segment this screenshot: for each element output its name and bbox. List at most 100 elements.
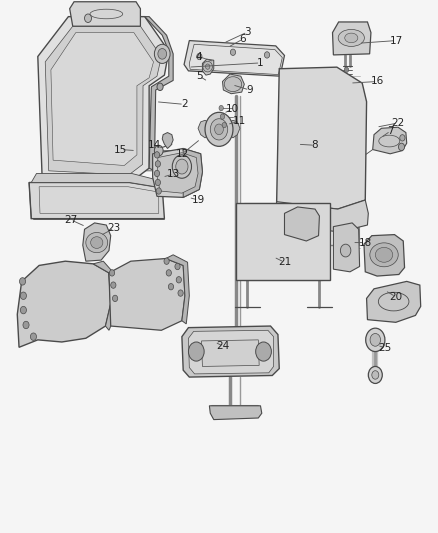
Polygon shape	[198, 120, 212, 138]
Polygon shape	[66, 151, 171, 171]
Circle shape	[154, 44, 170, 63]
Polygon shape	[70, 2, 141, 26]
Polygon shape	[31, 173, 163, 188]
Circle shape	[155, 179, 160, 185]
Ellipse shape	[345, 33, 358, 43]
Ellipse shape	[224, 77, 242, 92]
Text: 5: 5	[196, 71, 203, 81]
Text: 11: 11	[233, 116, 246, 126]
Polygon shape	[182, 326, 279, 377]
Circle shape	[176, 277, 181, 283]
Circle shape	[154, 170, 159, 176]
Text: 4: 4	[195, 52, 202, 61]
Polygon shape	[152, 149, 202, 197]
Polygon shape	[157, 153, 198, 193]
Text: 8: 8	[312, 140, 318, 150]
Circle shape	[23, 321, 29, 329]
Polygon shape	[333, 223, 360, 272]
Polygon shape	[202, 59, 214, 75]
Circle shape	[210, 119, 228, 140]
Circle shape	[188, 342, 204, 361]
Circle shape	[175, 263, 180, 270]
Circle shape	[156, 188, 161, 194]
Circle shape	[158, 49, 166, 59]
Polygon shape	[189, 44, 283, 75]
Text: 12: 12	[176, 149, 189, 159]
Text: 2: 2	[181, 99, 187, 109]
Text: 23: 23	[108, 223, 121, 233]
Polygon shape	[183, 149, 202, 197]
Circle shape	[220, 114, 225, 119]
Circle shape	[400, 135, 405, 141]
Polygon shape	[237, 203, 330, 280]
Polygon shape	[93, 261, 118, 330]
Text: 18: 18	[359, 238, 372, 247]
Circle shape	[344, 67, 349, 72]
Circle shape	[85, 14, 92, 22]
Polygon shape	[277, 200, 368, 232]
Circle shape	[154, 146, 163, 156]
Ellipse shape	[91, 237, 103, 248]
Text: 7: 7	[387, 126, 394, 136]
Ellipse shape	[338, 29, 364, 46]
Circle shape	[230, 49, 236, 55]
Ellipse shape	[370, 243, 398, 266]
Circle shape	[19, 278, 25, 285]
Circle shape	[113, 295, 118, 302]
Polygon shape	[166, 255, 189, 324]
Text: 13: 13	[167, 169, 180, 179]
Circle shape	[222, 123, 226, 128]
Text: 15: 15	[114, 144, 127, 155]
Text: 19: 19	[192, 195, 205, 205]
Ellipse shape	[205, 64, 210, 69]
Polygon shape	[209, 406, 262, 419]
Ellipse shape	[86, 232, 108, 253]
Ellipse shape	[203, 61, 212, 72]
Circle shape	[110, 270, 115, 276]
Polygon shape	[201, 340, 259, 367]
Circle shape	[399, 143, 405, 151]
Text: 3: 3	[244, 27, 251, 37]
Circle shape	[366, 328, 385, 352]
Polygon shape	[188, 330, 274, 374]
Text: 9: 9	[246, 85, 253, 95]
Circle shape	[215, 124, 223, 135]
Circle shape	[197, 53, 202, 60]
Polygon shape	[145, 17, 173, 171]
Circle shape	[178, 290, 183, 296]
Polygon shape	[17, 261, 111, 348]
Circle shape	[372, 370, 379, 379]
Text: 20: 20	[389, 292, 403, 302]
Circle shape	[176, 159, 188, 174]
Text: 25: 25	[378, 343, 392, 353]
Polygon shape	[364, 235, 405, 276]
Polygon shape	[51, 33, 153, 165]
Circle shape	[166, 270, 171, 276]
Polygon shape	[162, 133, 173, 149]
Text: 16: 16	[371, 77, 384, 86]
Text: 22: 22	[392, 118, 405, 128]
Polygon shape	[226, 120, 240, 138]
Polygon shape	[83, 223, 111, 261]
Ellipse shape	[375, 247, 393, 262]
Polygon shape	[45, 26, 161, 175]
Circle shape	[154, 152, 159, 158]
Circle shape	[172, 155, 191, 178]
Circle shape	[20, 306, 26, 314]
Circle shape	[30, 333, 36, 341]
Circle shape	[164, 258, 169, 264]
Circle shape	[20, 292, 26, 300]
Circle shape	[157, 83, 163, 91]
Circle shape	[111, 282, 116, 288]
Circle shape	[256, 342, 272, 361]
Text: 10: 10	[226, 104, 239, 114]
Circle shape	[168, 284, 173, 290]
Circle shape	[219, 106, 223, 111]
Polygon shape	[285, 207, 319, 241]
Polygon shape	[29, 182, 164, 219]
Circle shape	[265, 52, 270, 58]
Polygon shape	[373, 127, 407, 154]
Polygon shape	[109, 259, 185, 330]
Polygon shape	[367, 281, 421, 322]
Text: 14: 14	[148, 140, 161, 150]
